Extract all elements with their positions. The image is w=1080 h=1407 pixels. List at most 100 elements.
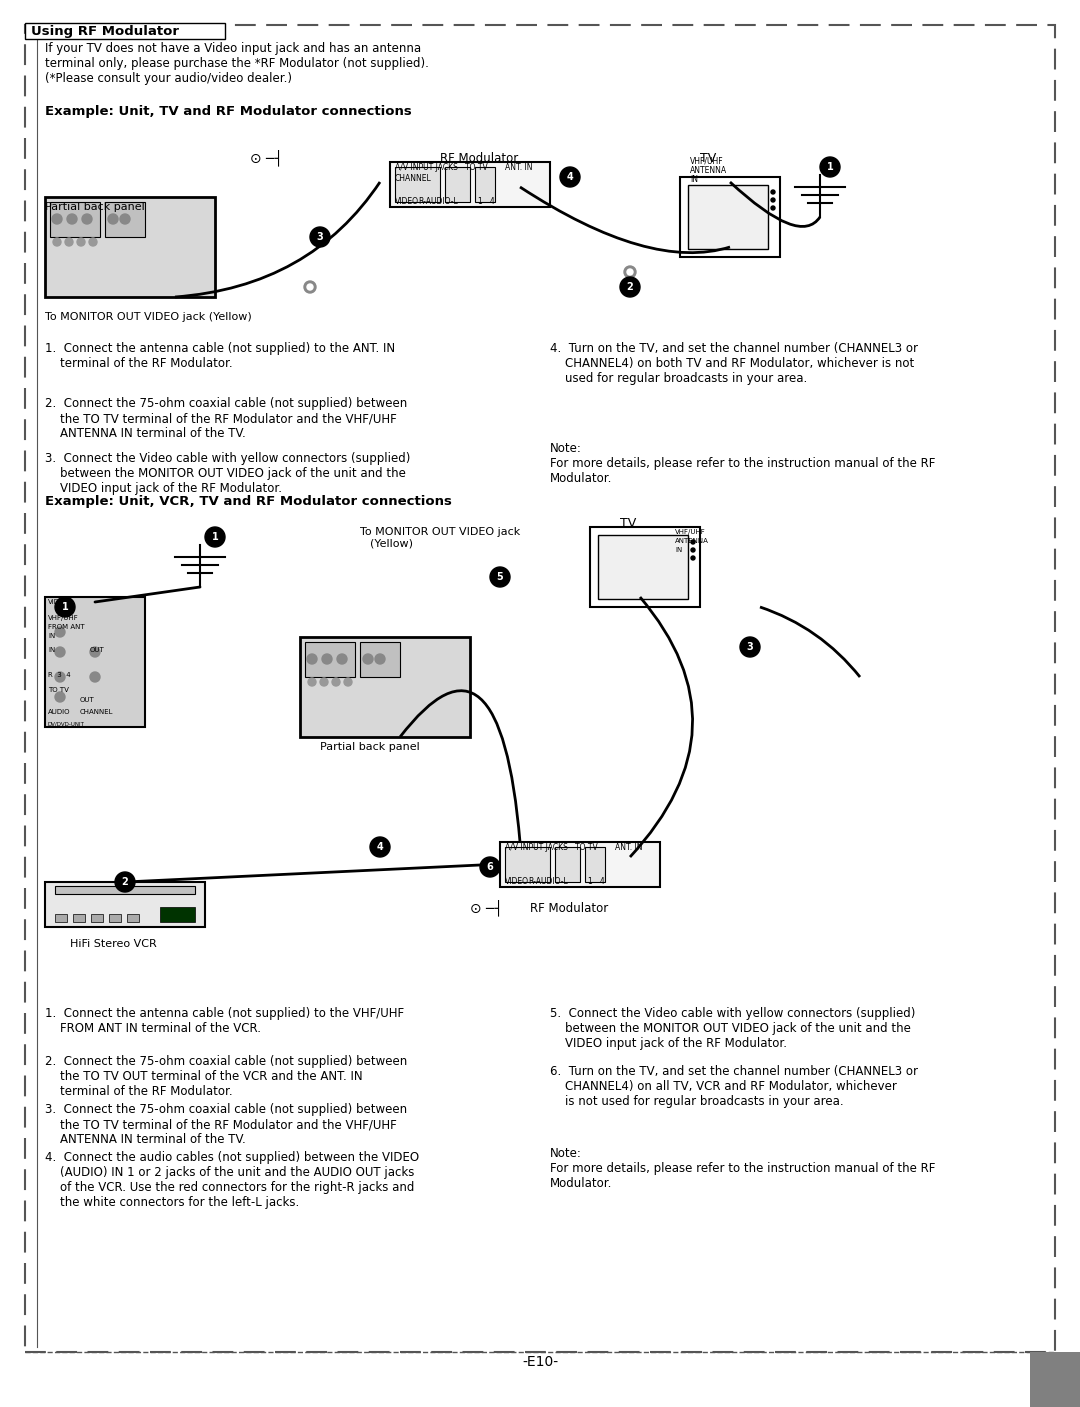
Circle shape: [370, 837, 390, 857]
Circle shape: [82, 214, 92, 224]
Circle shape: [55, 597, 75, 618]
Text: Example: Unit, VCR, TV and RF Modulator connections: Example: Unit, VCR, TV and RF Modulator …: [45, 495, 451, 508]
FancyBboxPatch shape: [390, 162, 550, 207]
Text: 2.  Connect the 75-ohm coaxial cable (not supplied) between
    the TO TV termin: 2. Connect the 75-ohm coaxial cable (not…: [45, 397, 407, 440]
FancyBboxPatch shape: [555, 847, 580, 882]
Text: AUDIO: AUDIO: [48, 709, 70, 715]
Text: Example: Unit, TV and RF Modulator connections: Example: Unit, TV and RF Modulator conne…: [45, 106, 411, 118]
Text: ANTENNA: ANTENNA: [690, 166, 727, 174]
Text: IN: IN: [48, 633, 55, 639]
Text: 3.  Connect the Video cable with yellow connectors (supplied)
    between the MO: 3. Connect the Video cable with yellow c…: [45, 452, 410, 495]
FancyBboxPatch shape: [73, 915, 85, 922]
FancyBboxPatch shape: [475, 167, 495, 203]
Text: If your TV does not have a Video input jack and has an antenna
terminal only, pl: If your TV does not have a Video input j…: [45, 42, 429, 84]
Text: -E10-: -E10-: [522, 1355, 558, 1369]
Circle shape: [307, 284, 313, 290]
Text: RF Modulator: RF Modulator: [530, 902, 608, 915]
Text: 2: 2: [122, 877, 129, 886]
Text: 3: 3: [746, 642, 754, 651]
Text: 1   4: 1 4: [588, 877, 605, 886]
Text: IN: IN: [690, 174, 698, 184]
Circle shape: [308, 678, 316, 687]
Circle shape: [310, 227, 330, 248]
Circle shape: [627, 269, 633, 274]
Text: CHANNEL: CHANNEL: [395, 174, 432, 183]
Text: IN: IN: [675, 547, 683, 553]
Circle shape: [55, 647, 65, 657]
Text: TO TV: TO TV: [48, 687, 69, 694]
Text: OUT: OUT: [90, 647, 105, 653]
Text: 6.  Turn on the TV, and set the channel number (CHANNEL3 or
    CHANNEL4) on all: 6. Turn on the TV, and set the channel n…: [550, 1065, 918, 1107]
FancyBboxPatch shape: [305, 642, 355, 677]
Circle shape: [691, 556, 696, 560]
Text: 4: 4: [567, 172, 573, 182]
FancyBboxPatch shape: [109, 915, 121, 922]
Text: 6: 6: [487, 862, 494, 872]
Circle shape: [691, 547, 696, 552]
Circle shape: [114, 872, 135, 892]
FancyBboxPatch shape: [590, 528, 700, 606]
FancyBboxPatch shape: [45, 597, 145, 727]
Text: 5.  Connect the Video cable with yellow connectors (supplied)
    between the MO: 5. Connect the Video cable with yellow c…: [550, 1007, 916, 1050]
Text: ⊙ ─┤: ⊙ ─┤: [249, 149, 283, 166]
Circle shape: [90, 647, 100, 657]
Circle shape: [620, 277, 640, 297]
Text: 4.  Connect the audio cables (not supplied) between the VIDEO
    (AUDIO) IN 1 o: 4. Connect the audio cables (not supplie…: [45, 1151, 419, 1209]
Text: A/V INPUT JACKS: A/V INPUT JACKS: [505, 843, 568, 853]
FancyBboxPatch shape: [105, 203, 145, 236]
FancyBboxPatch shape: [55, 886, 195, 893]
Circle shape: [490, 567, 510, 587]
Circle shape: [320, 678, 328, 687]
Text: 1.  Connect the antenna cable (not supplied) to the VHF/UHF
    FROM ANT IN term: 1. Connect the antenna cable (not suppli…: [45, 1007, 404, 1036]
Circle shape: [740, 637, 760, 657]
Circle shape: [561, 167, 580, 187]
Circle shape: [205, 528, 225, 547]
Text: R-AUDIO-L: R-AUDIO-L: [528, 877, 568, 886]
Circle shape: [120, 214, 130, 224]
Text: VIDEO: VIDEO: [48, 599, 70, 605]
Circle shape: [820, 158, 840, 177]
Text: OUT: OUT: [80, 696, 95, 704]
Circle shape: [90, 673, 100, 682]
Text: 3: 3: [316, 232, 323, 242]
FancyBboxPatch shape: [127, 915, 139, 922]
Text: To MONITOR OUT VIDEO jack: To MONITOR OUT VIDEO jack: [360, 528, 521, 537]
FancyBboxPatch shape: [360, 642, 400, 677]
Circle shape: [332, 678, 340, 687]
Circle shape: [771, 205, 775, 210]
Text: ANT. IN: ANT. IN: [615, 843, 643, 853]
Text: Partial back panel: Partial back panel: [45, 203, 145, 212]
FancyBboxPatch shape: [91, 915, 103, 922]
Text: Using RF Modulator: Using RF Modulator: [31, 25, 179, 38]
Circle shape: [53, 238, 60, 246]
Circle shape: [363, 654, 373, 664]
Circle shape: [55, 692, 65, 702]
Circle shape: [691, 540, 696, 545]
Text: A/V INPUT JACKS: A/V INPUT JACKS: [395, 163, 458, 172]
Text: CHANNEL: CHANNEL: [80, 709, 113, 715]
Text: 1   4: 1 4: [478, 197, 495, 205]
Text: TV: TV: [620, 516, 636, 530]
FancyBboxPatch shape: [25, 23, 225, 39]
Circle shape: [337, 654, 347, 664]
Text: VHF/UHF: VHF/UHF: [675, 529, 705, 535]
FancyBboxPatch shape: [395, 167, 440, 203]
Text: 1: 1: [62, 602, 68, 612]
Text: 2: 2: [626, 281, 633, 293]
Text: Note:
For more details, please refer to the instruction manual of the RF
Modulat: Note: For more details, please refer to …: [550, 442, 935, 485]
Text: To MONITOR OUT VIDEO jack (Yellow): To MONITOR OUT VIDEO jack (Yellow): [45, 312, 252, 322]
Text: 2.  Connect the 75-ohm coaxial cable (not supplied) between
    the TO TV OUT te: 2. Connect the 75-ohm coaxial cable (not…: [45, 1055, 407, 1097]
Text: HiFi Stereo VCR: HiFi Stereo VCR: [70, 938, 157, 948]
Text: Partial back panel: Partial back panel: [320, 741, 420, 751]
Circle shape: [55, 673, 65, 682]
Text: Note:
For more details, please refer to the instruction manual of the RF
Modulat: Note: For more details, please refer to …: [550, 1147, 935, 1190]
Circle shape: [67, 214, 77, 224]
Text: ANTENNA: ANTENNA: [675, 537, 708, 545]
Circle shape: [345, 678, 352, 687]
FancyBboxPatch shape: [45, 882, 205, 927]
Text: DV/DVD-UNIT: DV/DVD-UNIT: [48, 722, 85, 727]
Text: ⊙ ─┤: ⊙ ─┤: [470, 899, 503, 916]
Text: VIDEO: VIDEO: [505, 877, 529, 886]
Text: 1.  Connect the antenna cable (not supplied) to the ANT. IN
    terminal of the : 1. Connect the antenna cable (not suppli…: [45, 342, 395, 370]
Text: 1: 1: [212, 532, 218, 542]
